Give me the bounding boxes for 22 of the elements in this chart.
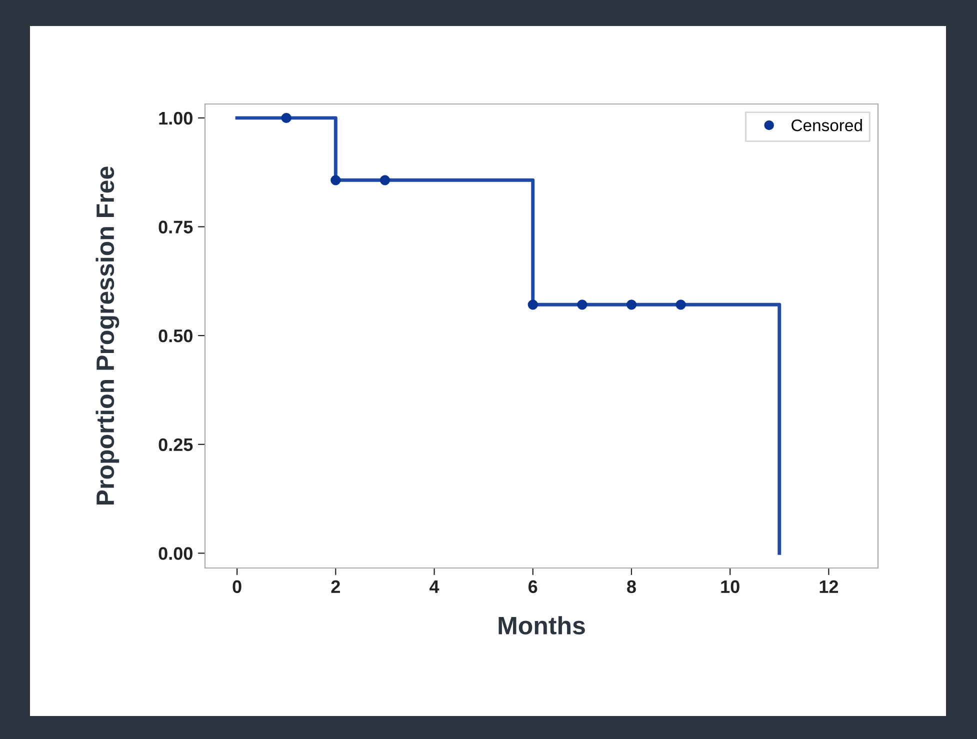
y-tick-label: 0.50 <box>158 330 192 342</box>
x-tick-label: 10 <box>721 580 740 594</box>
y-tick-label: 0.75 <box>158 220 193 234</box>
point <box>281 112 292 124</box>
x-tick-label: 8 <box>627 580 636 594</box>
x-tick-label: 12 <box>820 580 838 593</box>
x-tick-label: 6 <box>528 580 538 594</box>
x-tick-label: 0 <box>232 580 242 594</box>
point <box>676 300 686 310</box>
x-tick-label: 2 <box>331 580 340 593</box>
point <box>528 300 538 310</box>
legend-label: Censored <box>792 119 862 132</box>
x-tick-label: 4 <box>430 580 440 593</box>
point <box>330 175 341 186</box>
x-axis-title: Months <box>498 616 585 634</box>
point <box>380 175 390 186</box>
y-axis-title: Proportion Progression Free <box>96 166 120 504</box>
y-tick-label: 1.00 <box>159 112 192 125</box>
y-tick-label: 0.00 <box>158 547 192 560</box>
y-tick-label: 0.25 <box>158 438 193 452</box>
point <box>626 300 637 310</box>
point <box>577 300 588 310</box>
